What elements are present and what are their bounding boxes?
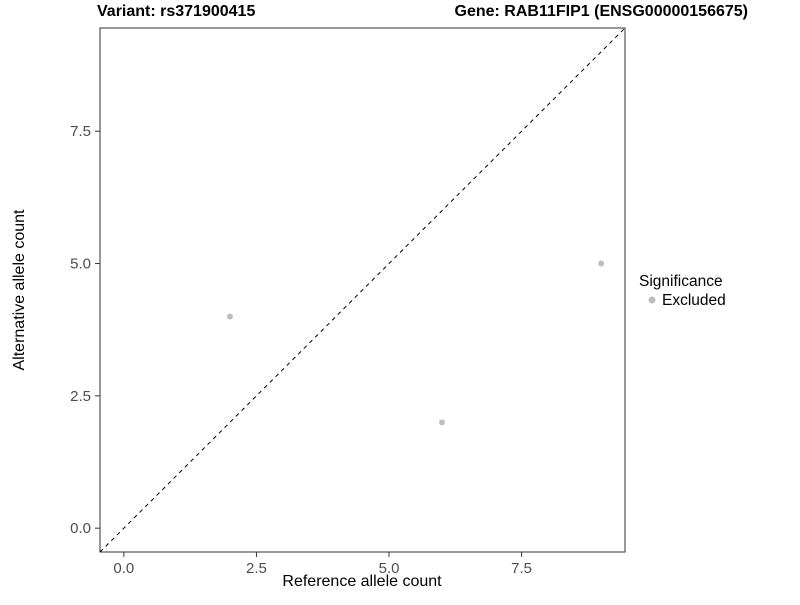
y-tick-label: 7.5	[70, 123, 91, 140]
data-point	[439, 419, 446, 426]
data-point	[598, 260, 605, 267]
plot-title-variant: Variant: rs371900415	[97, 3, 255, 20]
legend-label-excluded: Excluded	[662, 292, 726, 309]
plot-title-gene: Gene: RAB11FIP1 (ENSG00000156675)	[455, 3, 748, 20]
data-point	[226, 313, 233, 320]
legend-key-point	[648, 296, 656, 304]
x-tick-label: 0.0	[113, 560, 134, 577]
x-axis-title: Reference allele count	[282, 573, 442, 590]
x-axis: 0.0 2.5 5.0 7.5	[113, 552, 532, 577]
y-axis: 0.0 2.5 5.0 7.5	[70, 123, 100, 537]
identity-line	[99, 27, 626, 553]
y-tick-label: 2.5	[70, 388, 91, 405]
data-points	[226, 260, 605, 426]
legend-title: Significance	[639, 273, 723, 290]
y-tick-label: 5.0	[70, 256, 91, 273]
x-tick-label: 7.5	[511, 560, 532, 577]
y-axis-title: Alternative allele count	[11, 209, 28, 371]
legend: Significance Excluded	[639, 273, 726, 309]
y-tick-label: 0.0	[70, 520, 91, 537]
x-tick-label: 2.5	[246, 560, 267, 577]
x-tick-label: 5.0	[379, 560, 400, 577]
